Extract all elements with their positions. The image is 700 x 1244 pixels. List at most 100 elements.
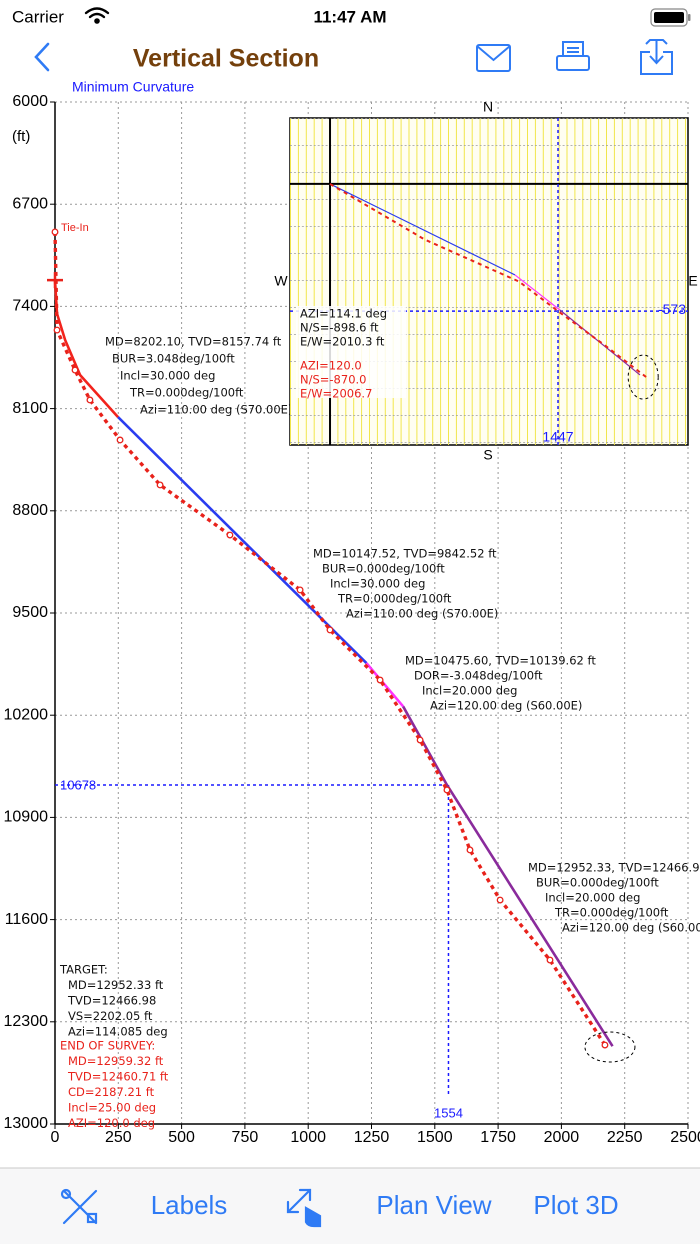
actual-survey-line	[53, 231, 607, 1046]
survey-point	[466, 846, 474, 854]
end-marker	[627, 354, 659, 400]
annotation-line: Incl=20.000 deg	[422, 684, 517, 698]
battery-icon	[650, 8, 691, 27]
annotation-line: BUR=0.000deg/100ft	[322, 562, 445, 576]
y-tick-label: 6700	[12, 195, 48, 212]
tools-button[interactable]	[60, 1188, 98, 1225]
y-axis-label: (ft)	[12, 128, 30, 145]
annotation-line: N/S=-898.6 ft	[300, 321, 379, 335]
x-tick-label: 750	[232, 1129, 259, 1146]
annotation-line: Incl=30.000 deg	[330, 577, 425, 591]
x-tick-label: 1500	[417, 1129, 453, 1146]
pan-button[interactable]	[286, 1188, 322, 1228]
x-tick-label: 0	[51, 1129, 60, 1146]
annotation-line: MD=10475.60, TVD=10139.62 ft	[405, 654, 596, 668]
annotation-line: TARGET:	[59, 963, 108, 977]
x-tick-label: 2500	[670, 1129, 700, 1146]
carrier: Carrier	[12, 7, 64, 26]
annotation-line: Incl=30.000 deg	[120, 369, 215, 383]
compass-east: E	[688, 273, 697, 289]
labels-button[interactable]: Labels	[151, 1190, 228, 1220]
survey-point	[116, 436, 124, 444]
annotation-line: E/W=2006.7	[300, 387, 372, 401]
planned-line	[402, 705, 614, 1047]
y-tick-label: 6000	[12, 93, 48, 110]
planned-line	[514, 274, 561, 311]
survey-point	[296, 586, 304, 594]
x-tick-label: 1750	[480, 1129, 516, 1146]
annotation-line: E/W=2010.3 ft	[300, 335, 385, 349]
annotation-line: Azi=110.00 deg (S70.00E)	[140, 403, 292, 417]
survey-point	[416, 736, 424, 744]
annotation-line: MD=10147.52, TVD=9842.52 ft	[313, 547, 497, 561]
x-tick-label: 2000	[544, 1129, 580, 1146]
toolbar	[0, 1168, 700, 1244]
compass-west: W	[274, 273, 288, 289]
y-tick-label: 13000	[4, 1115, 49, 1132]
annotation-line: VS=2202.05 ft	[68, 1009, 153, 1023]
survey-point	[443, 786, 451, 794]
annotation-line: TVD=12466.98	[67, 994, 156, 1008]
survey-point	[496, 896, 504, 904]
wifi-icon	[84, 7, 110, 24]
crosshair-y-label: -573	[658, 301, 686, 317]
crosshair-x-label: 1554	[434, 1105, 463, 1120]
survey-point	[326, 626, 334, 634]
annotation-line: Incl=25.00 deg	[68, 1101, 156, 1115]
annotation-line: TR=0.000deg/100ft	[554, 906, 669, 920]
x-tick-label: 250	[105, 1129, 132, 1146]
survey-point	[376, 676, 384, 684]
clock: 11:47 AM	[313, 7, 386, 26]
print-button[interactable]	[556, 41, 590, 71]
y-tick-label: 12300	[4, 1013, 49, 1030]
annotation-line: BUR=0.000deg/100ft	[536, 876, 659, 890]
end-of-survey-marker	[584, 1031, 636, 1063]
annotation-line: TR=0.000deg/100ft	[129, 386, 244, 400]
annotation-line: Azi=120.00 deg (S60.00E)	[562, 921, 700, 935]
x-tick-label: 1250	[354, 1129, 390, 1146]
annotation-line: Azi=110.00 deg (S70.00E)	[346, 607, 498, 621]
annotation-line: AZI=120.0	[300, 359, 362, 373]
survey-point	[546, 956, 554, 964]
survey-point	[601, 1041, 609, 1049]
annotation-line: TR=0.000deg/100ft	[337, 592, 452, 606]
plot-3d-button[interactable]: Plot 3D	[533, 1190, 618, 1220]
y-tick-label: 9500	[12, 604, 48, 621]
survey-point	[53, 326, 61, 334]
y-tick-label: 10200	[4, 706, 49, 723]
survey-point	[51, 228, 59, 236]
download-button[interactable]	[640, 39, 673, 75]
annotation-line: AZI=120.0 deg	[68, 1116, 155, 1130]
planned-line	[329, 183, 516, 276]
y-tick-label: 8100	[12, 400, 48, 417]
plan-view-button[interactable]: Plan View	[376, 1190, 491, 1220]
survey-point	[71, 366, 79, 374]
survey-point	[226, 531, 234, 539]
mail-button[interactable]	[476, 44, 511, 72]
crosshair-y-label: 10678	[60, 777, 96, 792]
annotation-line: MD=12959.32 ft	[68, 1054, 164, 1068]
annotation-line: MD=8202.10, TVD=8157.74 ft	[105, 335, 282, 349]
back-button[interactable]	[34, 42, 50, 72]
annotation-line: Incl=20.000 deg	[545, 891, 640, 905]
x-tick-label: 2250	[607, 1129, 643, 1146]
y-tick-label: 10900	[4, 809, 49, 826]
annotation-line: Azi=120.00 deg (S60.00E)	[430, 699, 582, 713]
annotation-background	[296, 306, 406, 398]
chart-subtitle: Minimum Curvature	[72, 79, 194, 95]
compass-north: N	[483, 99, 493, 115]
y-tick-label: 8800	[12, 502, 48, 519]
annotation-line: MD=12952.33, TVD=12466.98 ft	[528, 861, 700, 875]
annotation-line: BUR=3.048deg/100ft	[112, 352, 235, 366]
x-tick-label: 500	[168, 1129, 195, 1146]
annotation-line: DOR=-3.048deg/100ft	[414, 669, 543, 683]
annotation-line: AZI=114.1 deg	[300, 307, 387, 321]
annotation-line: END OF SURVEY:	[60, 1039, 155, 1053]
y-tick-label: 11600	[5, 911, 48, 928]
tie-in-label: Tie-In	[61, 222, 89, 234]
y-tick-label: 7400	[12, 298, 48, 315]
crosshair-x-label: 1447	[542, 429, 573, 445]
